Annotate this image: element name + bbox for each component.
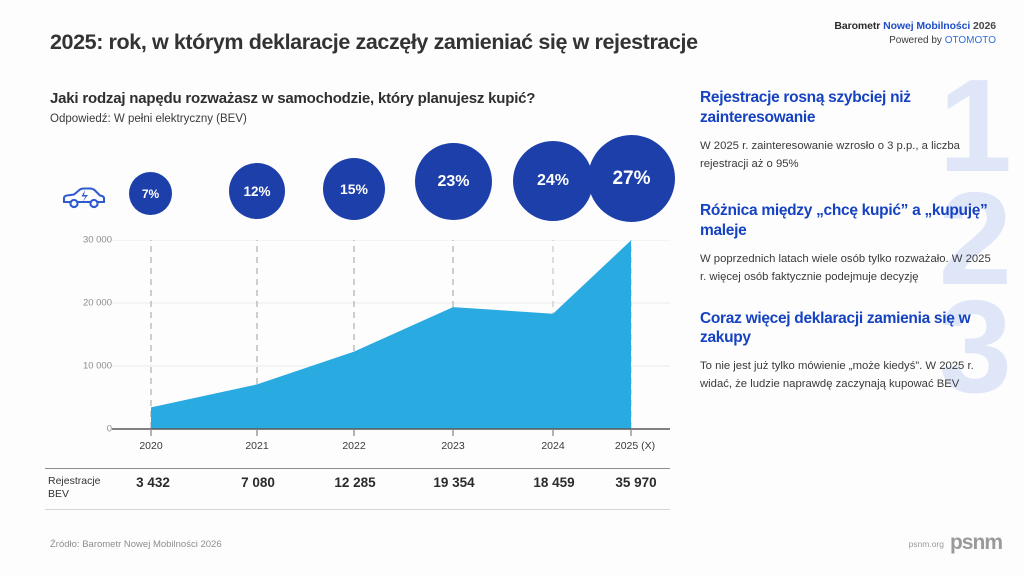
survey-answer: Odpowiedź: W pełni elektryczny (BEV): [50, 113, 247, 125]
insights-panel: 1 Rejestracje rosną szybciej niż zainter…: [700, 60, 1012, 416]
x-tick-2024: 2024: [541, 440, 565, 452]
table-cell-2020: 3 432: [136, 475, 170, 490]
x-tick-2020: 2020: [139, 440, 163, 452]
bubble-label: 27%: [612, 167, 651, 189]
y-tick-30000: 30 000: [82, 234, 112, 246]
data-table: Rejestracje BEV 3 432 7 080 12 285 19 35…: [45, 468, 670, 510]
bubble-2020: 7%: [129, 172, 172, 215]
brand-title: Barometr Nowej Mobilności 2026: [834, 19, 996, 33]
powered-by-label: Powered by: [889, 35, 942, 47]
psnm-logo: psnm: [949, 531, 1003, 554]
footer-source: Źródło: Barometr Nowej Mobilności 2026: [50, 539, 222, 550]
survey-question: Jaki rodzaj napędu rozważasz w samochodz…: [50, 90, 536, 107]
table-row-label-line2: BEV: [48, 488, 70, 501]
card-body: W 2025 r. zainteresowanie wzrosło o 3 p.…: [700, 139, 960, 170]
table-cell-2022: 12 285: [334, 475, 376, 490]
brand-year: 2026: [973, 20, 996, 32]
insight-card-2: 2 Różnica między „chcę kupić” a „kupuję”…: [700, 173, 1012, 305]
bubble-label: 15%: [339, 181, 369, 197]
table-row-label-line1: Rejestracje: [48, 475, 101, 487]
bubble-label: 24%: [536, 172, 570, 189]
card-number-watermark: 3: [938, 272, 1012, 420]
card-heading: Coraz więcej deklaracji zamienia się w z…: [700, 309, 971, 347]
table-top-rule: [45, 468, 670, 469]
bubble-label: 23%: [437, 172, 470, 190]
x-tick-2025: 2025 (X): [614, 440, 656, 452]
table-row: Rejestracje BEV 3 432 7 080 12 285 19 35…: [45, 469, 670, 509]
insight-card-3: 3 Coraz więcej deklaracji zamienia się w…: [700, 280, 1012, 412]
chart: 7% 12% 15% 23% 24% 27% 30 000 20 000 10 …: [50, 135, 675, 460]
bubble-2022: 15%: [323, 158, 385, 220]
card-heading: Rejestracje rosną szybciej niż zainteres…: [700, 89, 911, 126]
footer-url[interactable]: psnm.org: [908, 539, 944, 549]
bubble-label: 12%: [243, 183, 271, 199]
table-cell-2024: 18 459: [533, 475, 575, 490]
brand-word-nowej-mobilnosci: Nowej Mobilności: [883, 20, 971, 32]
branding: Barometr Nowej Mobilności 2026 Powered b…: [834, 19, 996, 48]
y-tick-0: 0: [106, 423, 112, 435]
bubble-2024: 24%: [513, 141, 593, 221]
brand-word-barometr: Barometr: [834, 20, 881, 32]
card-number-watermark: 1: [938, 52, 1012, 199]
otomoto-logo: OTOMOTO: [944, 35, 996, 47]
y-tick-10000: 10 000: [82, 360, 112, 372]
table-row-label: Rejestracje BEV: [48, 475, 101, 501]
y-axis: 30 000 20 000 10 000 0: [50, 235, 112, 435]
bubble-label: 7%: [141, 186, 160, 201]
bubble-2025: 27%: [588, 135, 675, 222]
card-number-watermark: 2: [938, 165, 1012, 313]
page-title: 2025: rok, w którym deklaracje zaczęły z…: [50, 30, 698, 54]
area-plot: 2020 2021 2022 2023 2024 2025 (X): [50, 202, 670, 452]
table-bottom-rule: [45, 509, 670, 510]
card-body: To nie jest już tylko mówienie „może kie…: [700, 360, 974, 391]
brand-powered-by: Powered by OTOMOTO: [834, 34, 996, 48]
x-tick-2022: 2022: [342, 440, 366, 452]
table-cell-2023: 19 354: [433, 475, 475, 490]
card-heading: Różnica między „chcę kupić” a „kupuję” m…: [700, 202, 988, 240]
insight-card-1: 1 Rejestracje rosną szybciej niż zainter…: [700, 60, 1012, 192]
bubble-2021: 12%: [229, 163, 285, 219]
x-tick-2023: 2023: [441, 440, 465, 452]
bubble-2023: 23%: [415, 143, 492, 220]
electric-car-icon: [60, 185, 106, 216]
y-tick-20000: 20 000: [82, 297, 112, 309]
card-body: W poprzednich latach wiele osób tylko ro…: [700, 252, 991, 284]
x-tick-2021: 2021: [245, 440, 269, 452]
table-cell-2025: 35 970: [615, 475, 657, 490]
table-cell-2021: 7 080: [241, 475, 275, 490]
